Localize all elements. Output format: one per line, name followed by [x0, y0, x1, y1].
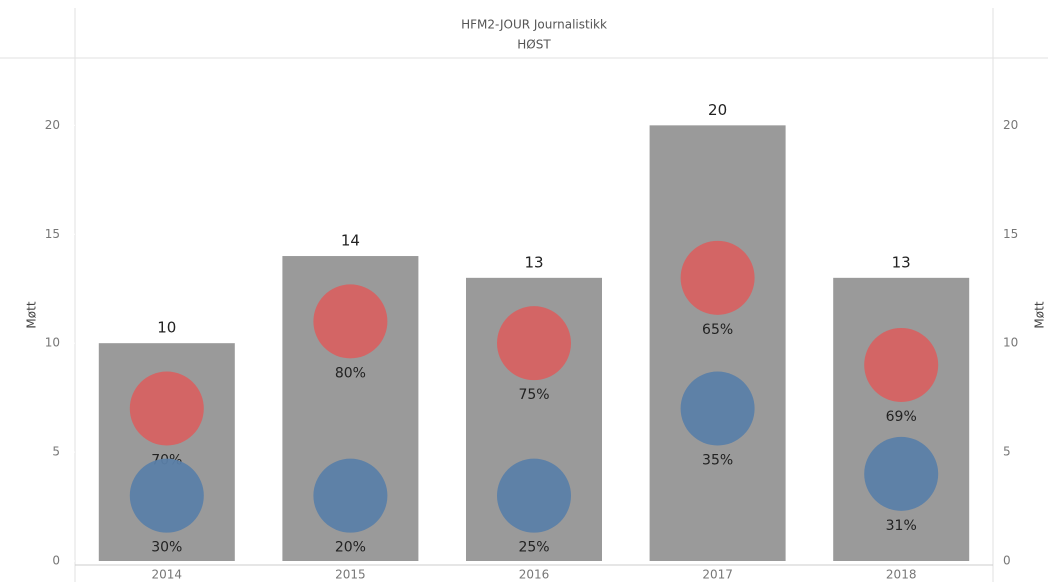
circle-mark [497, 458, 571, 533]
circle-mark [129, 458, 204, 533]
y-axis-label: Møtt [25, 301, 39, 328]
share-label: 65% [702, 322, 733, 338]
y2-tick-label: 5 [1003, 445, 1011, 459]
x-tick-label: 2014 [152, 568, 183, 582]
chart-subtitle: HØST [517, 38, 551, 52]
y2-tick-label: 20 [1003, 118, 1018, 132]
bar-value-label: 14 [341, 232, 360, 250]
y2-tick-label: 10 [1003, 336, 1018, 350]
share-label: 25% [518, 540, 549, 556]
chart-title: HFM2-JOUR Journalistikk [461, 18, 607, 32]
circle-mark [680, 240, 755, 315]
y2-axis-label: Møtt [1033, 301, 1047, 328]
bar-value-label: 13 [524, 253, 543, 271]
share-label: 20% [335, 540, 366, 556]
circle-mark [864, 327, 939, 402]
bar-value-label: 20 [708, 101, 727, 119]
share-label: 35% [702, 453, 733, 469]
share-label: 30% [151, 540, 182, 556]
x-tick-label: 2018 [886, 568, 917, 582]
y2-tick-label: 15 [1003, 227, 1018, 241]
bar [833, 277, 970, 561]
y2-tick-label: 0 [1003, 554, 1011, 568]
circle-mark [864, 436, 939, 511]
share-label: 80% [335, 365, 366, 381]
bar-value-label: 10 [157, 319, 176, 337]
circle-mark [497, 306, 571, 381]
share-label: 31% [886, 518, 917, 534]
y-tick-label: 20 [45, 118, 60, 132]
bar-value-label: 13 [892, 253, 911, 271]
y-tick-label: 0 [52, 554, 60, 568]
x-tick-label: 2015 [335, 568, 366, 582]
x-tick-label: 2016 [519, 568, 550, 582]
bar [649, 125, 786, 561]
circle-mark [129, 371, 204, 446]
y-tick-label: 10 [45, 336, 60, 350]
share-label: 69% [886, 409, 917, 425]
circle-mark [313, 458, 388, 533]
x-tick-label: 2017 [702, 568, 733, 582]
circle-mark [680, 371, 755, 446]
y-tick-label: 5 [52, 445, 60, 459]
share-label: 75% [518, 387, 549, 403]
circle-mark [313, 284, 388, 359]
y-tick-label: 15 [45, 227, 60, 241]
